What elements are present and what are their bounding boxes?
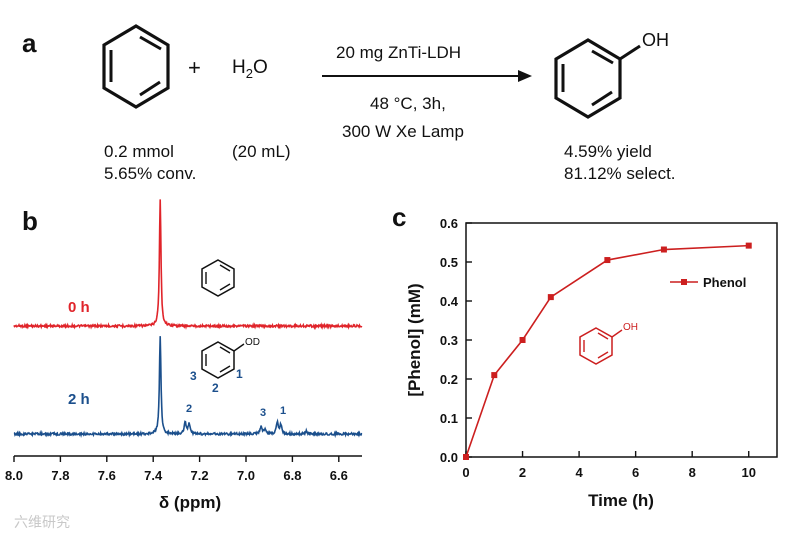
watermark: 六维研究 <box>14 514 70 530</box>
ring-pos-2: 2 <box>212 381 219 395</box>
od-label: OD <box>245 337 260 348</box>
lamp-label: 300 W Xe Lamp <box>342 122 464 141</box>
legend-marker <box>681 279 687 285</box>
temp-time-label: 48 °C, 3h, <box>370 94 446 113</box>
conversion-value: 5.65% conv. <box>104 164 197 183</box>
series-points-phenol <box>463 242 752 460</box>
water-subscript: 2 <box>245 65 253 81</box>
data-point <box>463 454 469 460</box>
data-point <box>519 337 526 343</box>
water-volume: (20 mL) <box>232 142 291 161</box>
x-tick-label: 10 <box>741 465 755 480</box>
nmr-benzene-icon <box>201 259 235 297</box>
chart-phenol-icon <box>579 327 623 365</box>
selectivity-value: 81.12% select. <box>564 164 676 183</box>
y-tick-label: 0.2 <box>440 372 458 387</box>
nmr-tick-label: 7.4 <box>144 468 163 483</box>
x-tick-label: 6 <box>632 465 639 480</box>
trace-2h <box>13 336 363 439</box>
catalyst-label: 20 mg ZnTi-LDH <box>336 43 462 62</box>
plus-sign: + <box>188 55 201 80</box>
x-tick-label: 4 <box>575 465 583 480</box>
data-point <box>604 257 611 264</box>
data-point <box>660 246 667 253</box>
reaction-arrow <box>322 70 532 82</box>
nmr-tick-label: 8.0 <box>5 468 23 483</box>
chart-oh-label: OH <box>623 322 638 333</box>
water-formula: H2O <box>232 56 268 86</box>
y-tick-label: 0.4 <box>440 294 459 309</box>
peak-label-1: 1 <box>280 405 286 417</box>
nmr-phenol-d-icon <box>201 341 245 379</box>
panel-b-label: b <box>22 206 38 236</box>
label-0h: 0 h <box>68 299 90 316</box>
x-axis-ticks: 0 2 4 6 8 10 <box>462 451 756 480</box>
data-point <box>547 294 554 301</box>
legend: Phenol <box>670 275 746 290</box>
nmr-x-ticks: 8.0 7.8 7.6 7.4 7.2 7.0 6.8 6.6 <box>5 456 348 483</box>
peak-label-2: 2 <box>186 403 192 415</box>
x-tick-label: 8 <box>689 465 696 480</box>
x-tick-label: 0 <box>462 465 469 480</box>
nmr-tick-label: 7.8 <box>51 468 69 483</box>
phenol-oh-label: OH <box>642 30 669 50</box>
x-axis-label: Time (h) <box>588 491 654 510</box>
nmr-tick-label: 7.2 <box>191 468 209 483</box>
nmr-tick-label: 7.6 <box>98 468 116 483</box>
nmr-spectrum: 8.0 7.8 7.6 7.4 7.2 7.0 6.8 6.6 0 h 2 h OD 3 2 … <box>5 199 363 512</box>
water-h: H <box>232 57 246 78</box>
y-axis-label: [Phenol] (mM) <box>405 283 424 396</box>
y-tick-label: 0.1 <box>440 411 458 426</box>
nmr-tick-label: 7.0 <box>237 468 255 483</box>
ring-pos-3: 3 <box>190 369 197 383</box>
yield-value: 4.59% yield <box>564 142 652 161</box>
nmr-tick-label: 6.8 <box>283 468 301 483</box>
y-tick-label: 0.5 <box>440 255 458 270</box>
reactant-amount: 0.2 mmol <box>104 142 174 161</box>
peak-label-3: 3 <box>260 407 266 419</box>
ring-pos-1: 1 <box>236 367 243 381</box>
nmr-tick-label: 6.6 <box>330 468 348 483</box>
trace-0h <box>13 199 363 331</box>
y-tick-label: 0.6 <box>440 216 458 231</box>
data-point <box>491 372 498 379</box>
data-point <box>745 242 752 249</box>
label-2h: 2 h <box>68 391 90 408</box>
panel-c-label: c <box>392 202 407 232</box>
phenol-structure <box>554 38 641 119</box>
nmr-x-label: δ (ppm) <box>159 493 221 512</box>
y-axis-ticks: 0.0 0.1 0.2 0.3 0.4 0.5 0.6 <box>440 216 472 465</box>
benzene-structure <box>102 24 170 109</box>
water-o: O <box>252 57 268 78</box>
phenol-kinetics-chart: 0.00.10.20.30.40.50.6 0 2 4 6 8 10 Phenol OH … <box>405 216 778 510</box>
legend-label: Phenol <box>703 275 746 290</box>
x-tick-label: 2 <box>519 465 526 480</box>
y-tick-label: 0.3 <box>440 333 458 348</box>
y-tick-label: 0.0 <box>440 450 458 465</box>
panel-a-label: a <box>22 28 37 58</box>
